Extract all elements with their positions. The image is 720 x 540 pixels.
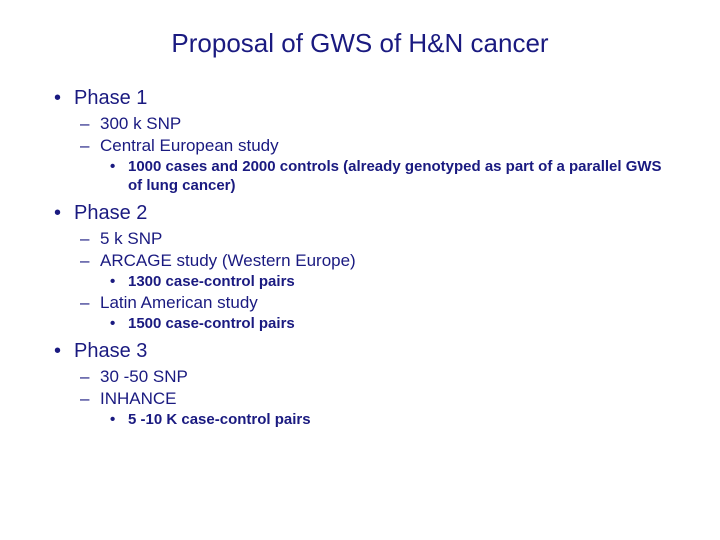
- sub-label: 30 -50 SNP: [100, 367, 188, 386]
- detail-label: 1300 case-control pairs: [128, 273, 295, 290]
- detail-list: 1300 case-control pairs: [100, 273, 670, 292]
- detail-item: 1300 case-control pairs: [100, 273, 670, 292]
- detail-list: 1000 cases and 2000 controls (already ge…: [100, 158, 670, 196]
- detail-list: 1500 case-control pairs: [100, 315, 670, 334]
- detail-list: 5 -10 K case-control pairs: [100, 411, 670, 430]
- sub-item: 5 k SNP: [74, 229, 670, 249]
- sub-item: INHANCE 5 -10 K case-control pairs: [74, 389, 670, 430]
- phase-item: Phase 3 30 -50 SNP INHANCE 5 -10 K case-…: [50, 340, 670, 430]
- phase-label: Phase 1: [74, 87, 147, 109]
- detail-item: 1000 cases and 2000 controls (already ge…: [100, 158, 670, 196]
- sub-item: 30 -50 SNP: [74, 367, 670, 387]
- sub-label: ARCAGE study (Western Europe): [100, 251, 356, 270]
- sub-label: 300 k SNP: [100, 114, 181, 133]
- phase-item: Phase 1 300 k SNP Central European study…: [50, 87, 670, 196]
- sub-label: Central European study: [100, 136, 279, 155]
- detail-item: 5 -10 K case-control pairs: [100, 411, 670, 430]
- phase-label: Phase 2: [74, 202, 147, 224]
- detail-label: 1500 case-control pairs: [128, 315, 295, 332]
- outline-list: Phase 1 300 k SNP Central European study…: [50, 87, 670, 430]
- detail-label: 5 -10 K case-control pairs: [128, 411, 311, 428]
- sub-list: 5 k SNP ARCAGE study (Western Europe) 13…: [74, 229, 670, 335]
- phase-label: Phase 3: [74, 340, 147, 362]
- detail-label: 1000 cases and 2000 controls (already ge…: [128, 158, 662, 194]
- detail-item: 1500 case-control pairs: [100, 315, 670, 334]
- slide: Proposal of GWS of H&N cancer Phase 1 30…: [0, 0, 720, 540]
- sub-label: 5 k SNP: [100, 229, 162, 248]
- sub-label: Latin American study: [100, 293, 258, 312]
- sub-list: 300 k SNP Central European study 1000 ca…: [74, 114, 670, 196]
- sub-item: Latin American study 1500 case-control p…: [74, 293, 670, 334]
- sub-item: ARCAGE study (Western Europe) 1300 case-…: [74, 251, 670, 292]
- sub-item: 300 k SNP: [74, 114, 670, 134]
- sub-list: 30 -50 SNP INHANCE 5 -10 K case-control …: [74, 367, 670, 430]
- sub-item: Central European study 1000 cases and 20…: [74, 136, 670, 196]
- phase-item: Phase 2 5 k SNP ARCAGE study (Western Eu…: [50, 202, 670, 335]
- slide-title: Proposal of GWS of H&N cancer: [90, 28, 630, 59]
- sub-label: INHANCE: [100, 389, 177, 408]
